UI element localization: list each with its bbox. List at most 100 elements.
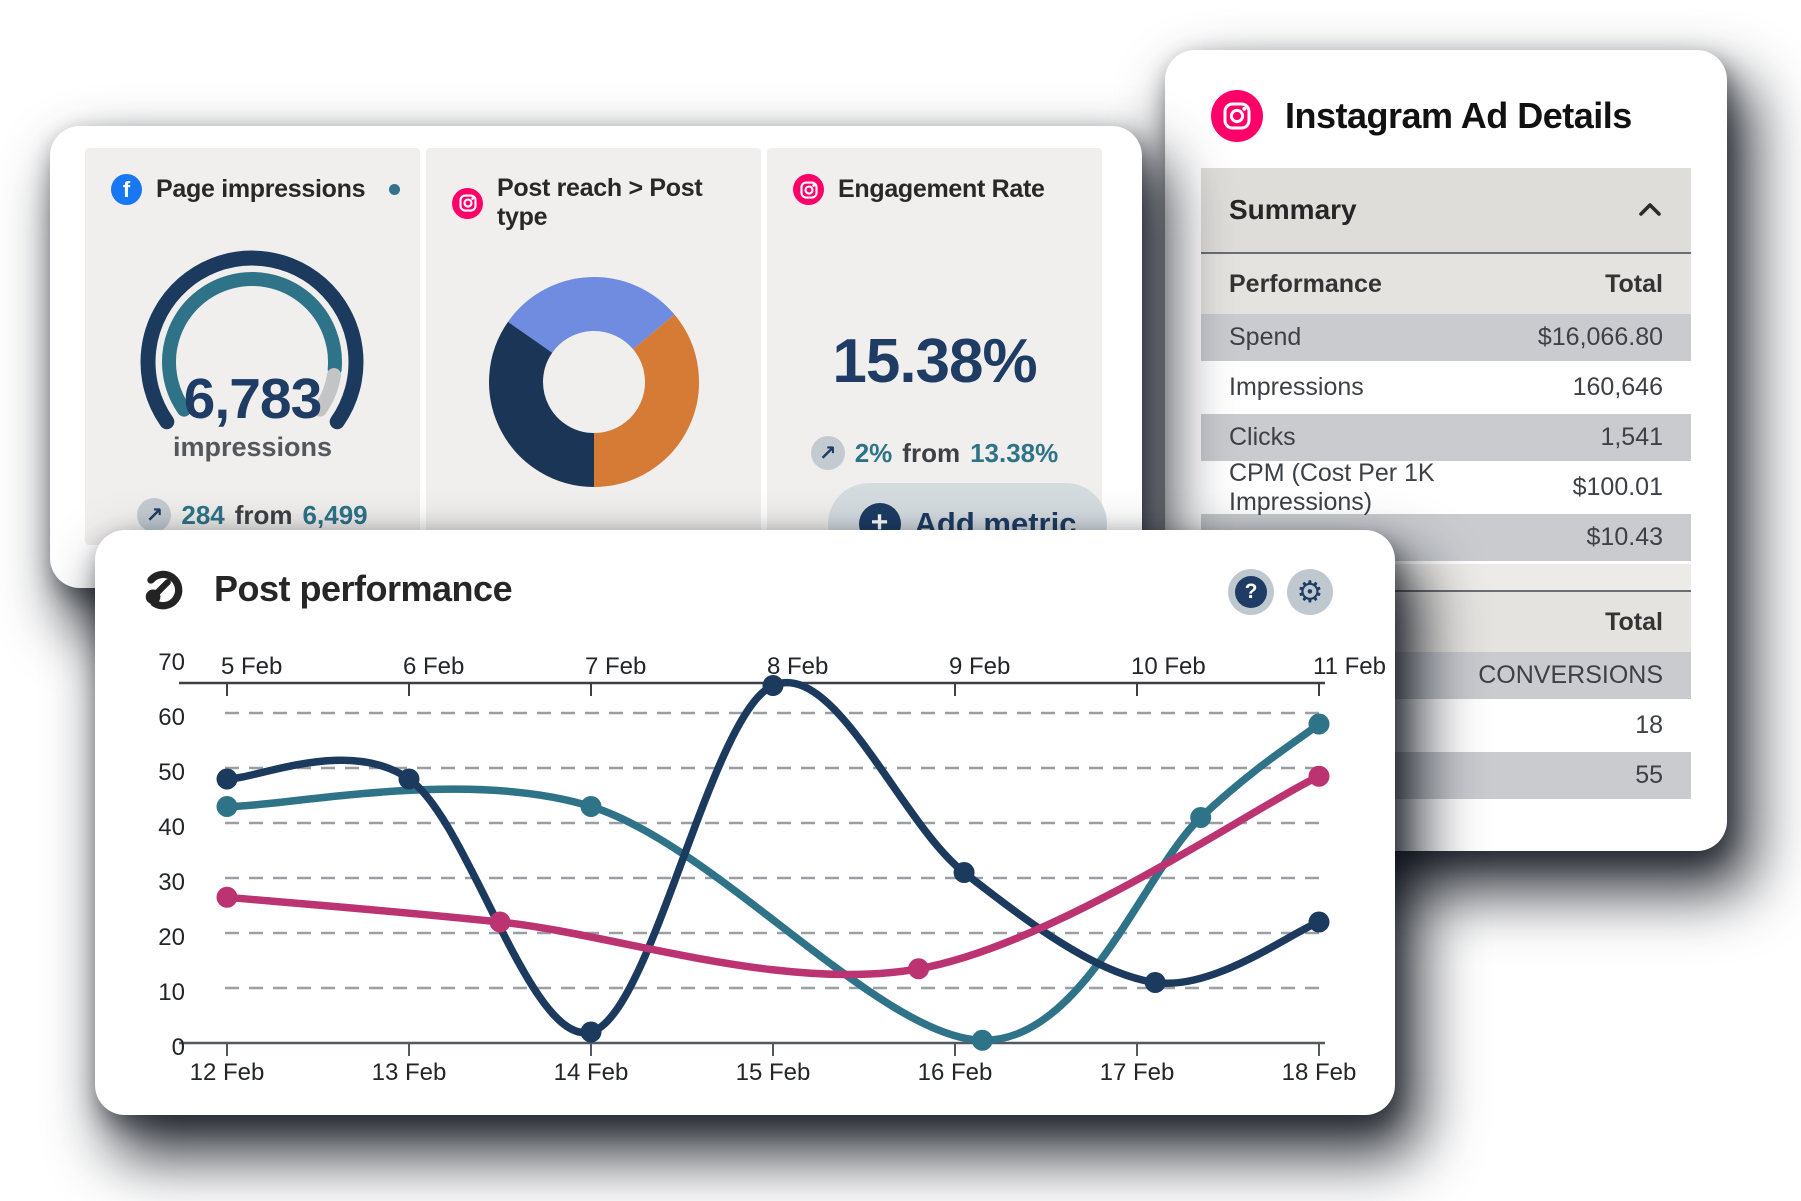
series-navy-point — [1308, 911, 1330, 933]
column-header-performance: Performance — [1229, 269, 1382, 298]
series-magenta-point — [216, 886, 238, 908]
gear-icon: ⚙ — [1296, 574, 1324, 610]
axis-label-top: 5 Feb — [221, 653, 282, 680]
help-button[interactable]: ? — [1228, 569, 1274, 615]
row-value: 55 — [1635, 761, 1663, 789]
axis-label-y: 30 — [158, 869, 185, 896]
gauge-value: 6,783 — [183, 367, 323, 431]
axis-label-y: 70 — [158, 649, 185, 676]
axis-label-bottom: 14 Feb — [554, 1059, 629, 1086]
axis-label-y: 20 — [158, 924, 185, 951]
row-value: $16,066.80 — [1537, 323, 1663, 351]
post-performance-header: Post performance — [140, 566, 513, 612]
series-teal-point — [580, 796, 602, 817]
summary-label: Summary — [1229, 194, 1357, 225]
series-navy-path — [223, 679, 1323, 1037]
series-magenta-point — [1308, 765, 1330, 787]
axis-label-top: 8 Feb — [767, 653, 828, 680]
gauge-remainder-arc — [313, 368, 341, 417]
speedometer-icon — [145, 570, 183, 610]
line-chart: 5 Feb 6 Feb 7 Feb 8 Feb 9 Feb 10 Feb 11 Feb 12 … — [158, 649, 1386, 1086]
table-row: Clicks 1,541 — [1201, 414, 1691, 461]
axis-label-top: 7 Feb — [585, 653, 646, 680]
instagram-ad-details-card: Instagram Ad Details Summary Performance… — [1165, 50, 1727, 851]
series-navy-point — [762, 675, 784, 696]
series-navy-point — [953, 862, 975, 883]
tile-header: f Page impressions — [111, 174, 400, 205]
row-label: Spend — [1229, 323, 1302, 351]
axis-label-y: 40 — [158, 814, 185, 841]
series-magenta-point — [908, 958, 930, 980]
axis-label-y: 10 — [158, 979, 185, 1006]
tile-title: Page impressions — [156, 175, 366, 203]
series-navy-point — [398, 768, 420, 790]
instagram-icon — [793, 174, 824, 205]
arrow-up-right-icon: ↗ — [137, 498, 172, 532]
tile-header: Post reach > Post type — [452, 174, 741, 232]
engagement-rate-tile: Engagement Rate 15.38% ↗ 2% from 13.38% — [767, 148, 1102, 545]
axis-label-bottom: 15 Feb — [736, 1059, 811, 1086]
gauge-chart — [140, 250, 364, 430]
settings-button[interactable]: ⚙ — [1287, 569, 1333, 615]
axis-label-y: 0 — [172, 1034, 185, 1061]
axis-label-bottom: 12 Feb — [190, 1059, 265, 1086]
table-row: Impressions 160,646 — [1201, 364, 1691, 411]
gauge-progress-arc — [162, 272, 343, 417]
engagement-rate-value: 15.38% — [832, 327, 1037, 396]
donut-slice-1 — [507, 277, 675, 354]
row-label: Impressions — [1229, 373, 1364, 401]
delta-from-word: from — [234, 499, 293, 530]
row-label: CPM (Cost Per 1K Impressions) — [1229, 458, 1435, 516]
axis-label-bottom: 18 Feb — [1282, 1059, 1357, 1086]
instagram-icon — [452, 187, 483, 219]
series-teal-point — [1190, 807, 1212, 828]
series-navy-point — [1144, 972, 1166, 993]
axis-label-top: 11 Feb — [1313, 653, 1386, 680]
axis-label-y: 60 — [158, 704, 185, 731]
delta-from-word: from — [902, 437, 961, 468]
gauge-unit-label: impressions — [172, 432, 333, 462]
series-navy-point — [216, 768, 238, 790]
row-value: $100.01 — [1572, 473, 1663, 501]
row-label: Clicks — [1229, 423, 1296, 451]
card-title: Instagram Ad Details — [1285, 95, 1632, 136]
arrow-up-right-icon: ↗ — [810, 436, 845, 470]
instagram-ad-details-header: Instagram Ad Details — [1211, 90, 1697, 142]
series-navy-point — [580, 1021, 602, 1043]
row-value: 18 — [1635, 711, 1663, 739]
series-teal-point — [971, 1029, 993, 1051]
axis-label-bottom: 16 Feb — [918, 1059, 993, 1086]
summary-accordion[interactable]: Summary — [1201, 168, 1691, 254]
table-row: CPM (Cost Per 1K Impressions) $100.01 — [1201, 459, 1691, 516]
instagram-icon-glyph — [799, 180, 818, 199]
row-value: $10.43 — [1586, 523, 1663, 551]
donut-chart — [489, 277, 699, 487]
donut-slice-3 — [489, 321, 596, 487]
gauge-outer-arc — [140, 250, 364, 430]
chevron-up-icon[interactable] — [1637, 201, 1663, 219]
row-value: 1,541 — [1600, 423, 1663, 451]
instagram-icon-glyph — [458, 194, 477, 212]
post-performance-card: Post performance ? ⚙ 5 Feb 6 Feb 7 Feb 8 Fe… — [95, 530, 1395, 1115]
series-teal-point — [1308, 713, 1330, 735]
column-header-total: Total — [1605, 607, 1663, 636]
metrics-card: f Page impressions 6,783 impressions ↗ 2… — [50, 126, 1142, 588]
card-title: Post performance — [214, 568, 513, 609]
axis-label-top: 9 Feb — [949, 653, 1010, 680]
performance-rows: Spend $16,066.80 Impressions 160,646 Clicks 1… — [1201, 314, 1691, 561]
tile-header: Engagement Rate — [793, 174, 1082, 205]
instagram-icon-glyph — [1223, 102, 1251, 130]
post-reach-tile: Post reach > Post type — [426, 148, 761, 545]
delta-baseline: 13.38% — [970, 437, 1059, 468]
axis-label-top: 6 Feb — [403, 653, 464, 680]
delta-row: ↗ 284 from 6,499 — [85, 498, 420, 532]
legend-dot — [389, 184, 400, 195]
page-impressions-tile: f Page impressions 6,783 impressions ↗ 2… — [85, 148, 420, 545]
row-value: CONVERSIONS — [1478, 661, 1663, 689]
column-header-total: Total — [1605, 269, 1663, 298]
series-teal-point — [216, 796, 238, 817]
delta-value: 284 — [181, 499, 225, 530]
question-mark-icon: ? — [1235, 576, 1267, 608]
facebook-icon: f — [111, 174, 142, 205]
table-row: Spend $16,066.80 — [1201, 314, 1691, 361]
